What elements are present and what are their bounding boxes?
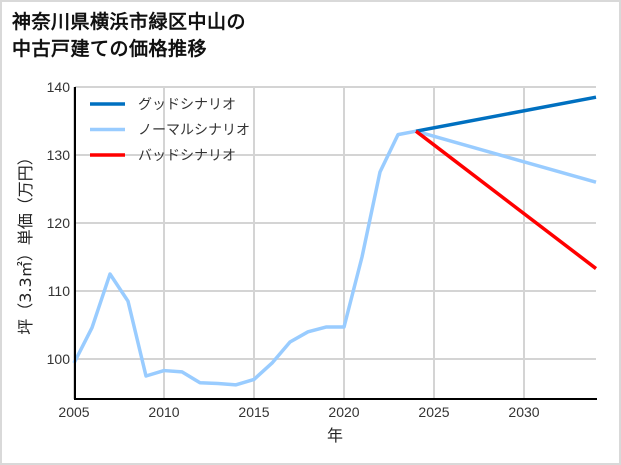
x-tick-label: 2005 [58, 404, 89, 420]
y-tick-label: 120 [47, 215, 71, 231]
chart-title: 神奈川県横浜市緑区中山の 中古戸建ての価格推移 [12, 9, 246, 63]
y-tick-label: 130 [47, 147, 71, 163]
legend-label: バッドシナリオ [138, 148, 236, 164]
chart-title-line-2: 中古戸建ての価格推移 [12, 38, 208, 60]
y-axis-label: 坪（3.3㎡）単価（万円） [16, 149, 35, 334]
y-tick-label: 110 [48, 283, 71, 299]
x-tick-label: 2030 [508, 404, 539, 420]
series-line-1 [72, 129, 597, 387]
series-lines [72, 95, 598, 387]
x-tick-label: 2020 [328, 404, 359, 420]
x-axis-label: 年 [327, 426, 343, 445]
y-tick-label: 100 [47, 351, 71, 367]
series-line-0 [415, 95, 597, 133]
x-tick-label: 2010 [148, 404, 179, 420]
legend-label: グッドシナリオ [138, 97, 236, 113]
legend-label: ノーマルシナリオ [138, 123, 250, 139]
chart-title-line-1: 神奈川県横浜市緑区中山の [12, 11, 247, 33]
series-line-2 [414, 129, 598, 270]
tick-labels: 2005 2010 2015 2020 2025 2030 100 110 120 130 140 [47, 79, 540, 420]
gridlines [73, 86, 596, 399]
axes [74, 87, 597, 400]
x-tick-label: 2025 [418, 404, 449, 420]
x-tick-label: 2015 [238, 404, 269, 420]
y-tick-label: 140 [47, 79, 71, 95]
